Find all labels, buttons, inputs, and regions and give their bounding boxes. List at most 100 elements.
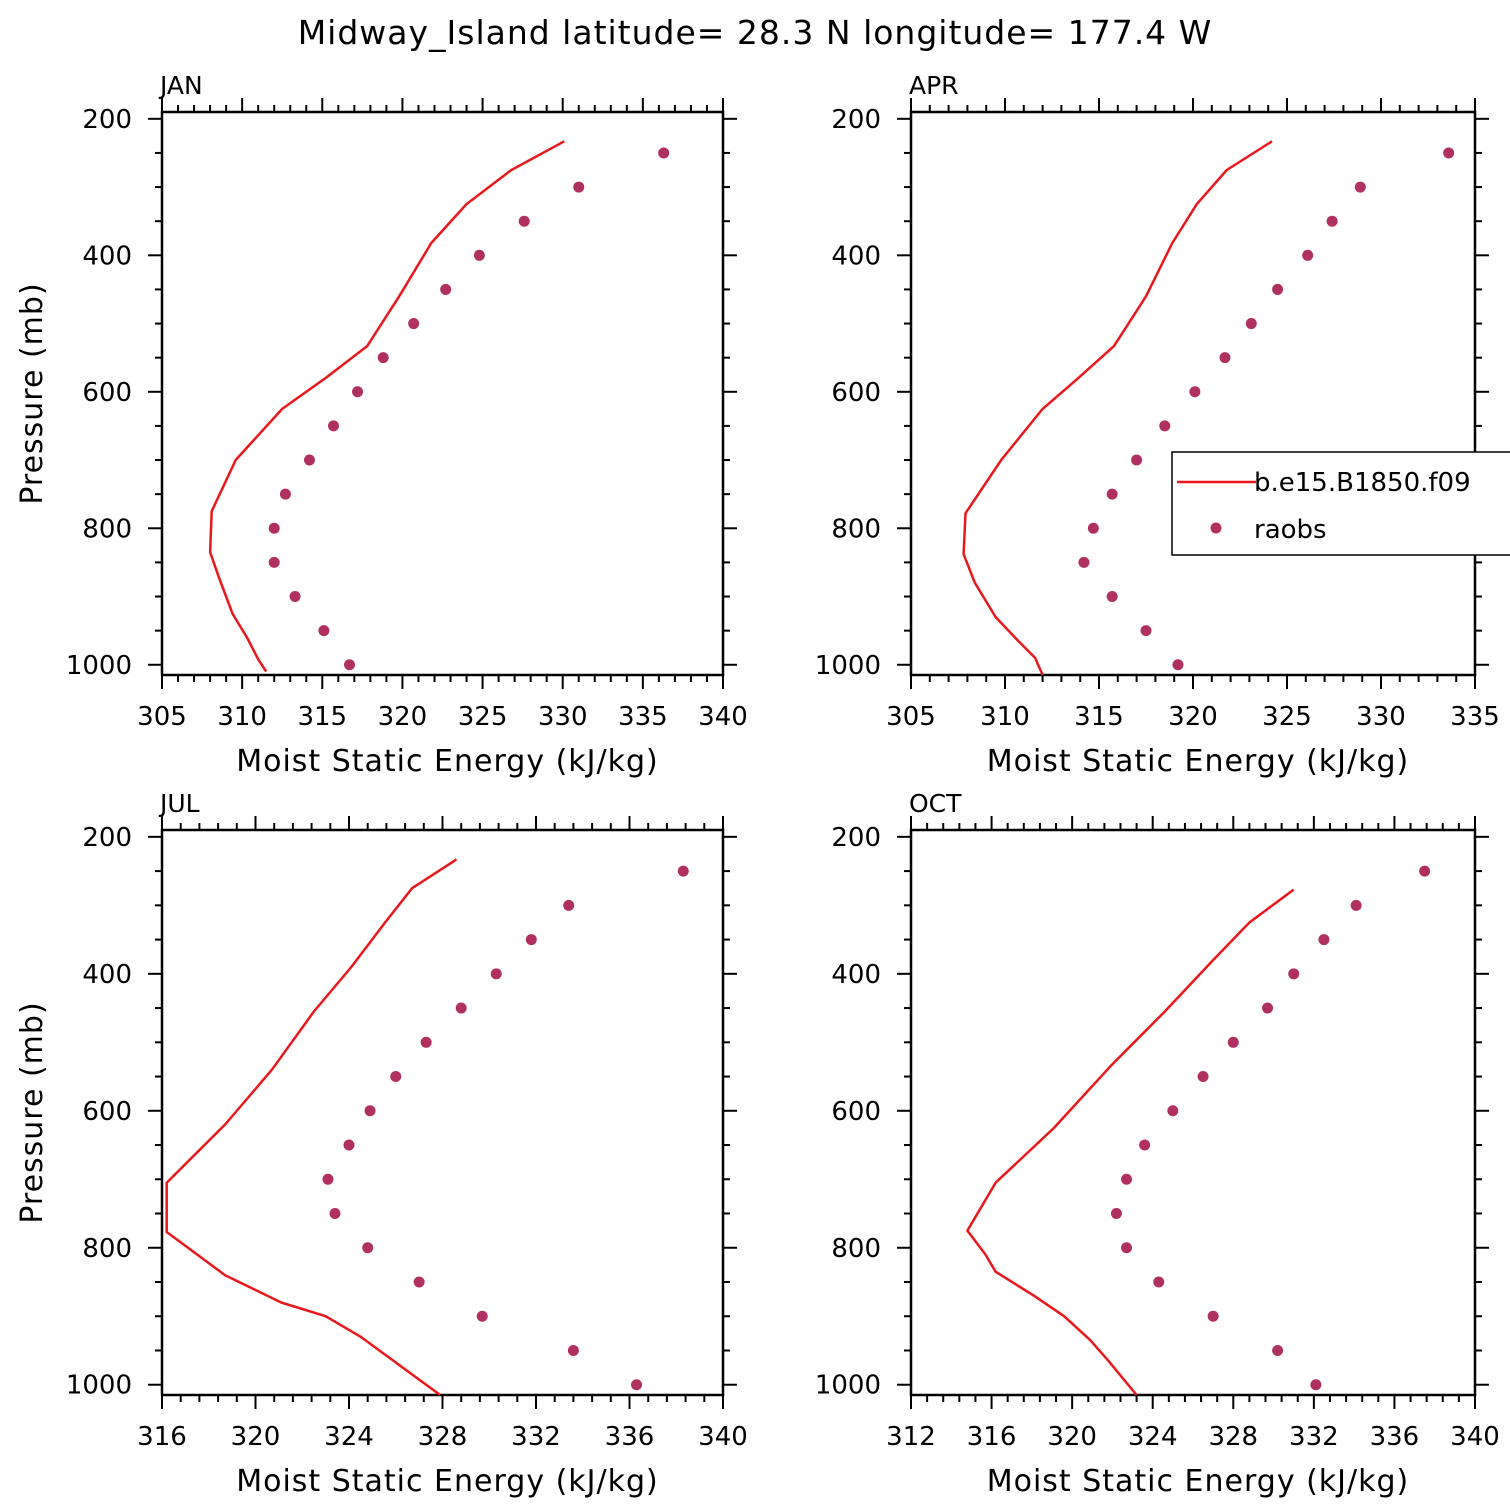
raobs-point [473,249,485,261]
raobs-point [1153,1276,1165,1288]
raobs-point [440,283,452,295]
raobs-point [413,1276,425,1288]
x-tick-label: 316 [137,1422,187,1452]
y-tick-label: 1000 [815,651,881,681]
raobs-point [364,1105,376,1117]
y-tick-label: 400 [82,241,132,271]
raobs-point [289,591,301,603]
raobs-point [1121,1173,1133,1185]
raobs-point [1288,968,1300,980]
raobs-point [1121,1242,1133,1254]
legend-box [1171,451,1510,556]
raobs-point [408,318,420,330]
y-tick-label: 600 [82,378,132,408]
model-series-line [208,140,565,673]
raobs-point [1172,659,1184,671]
raobs-point [658,147,670,159]
x-tick-label: 336 [1370,1422,1420,1452]
raobs-point [631,1379,643,1391]
legend: b.e15.B1850.f09 raobs [1171,451,1510,556]
x-tick-label: 336 [605,1422,655,1452]
x-tick-label: 332 [1289,1422,1339,1452]
raobs-point [420,1036,432,1048]
raobs-point [1131,454,1143,466]
raobs-point [377,352,389,364]
y-tick-label: 200 [82,105,132,135]
x-axis-title: Moist Static Energy (kJ/kg) [987,1464,1410,1499]
raobs-point [1227,1036,1239,1048]
x-tick-label: 340 [698,1422,748,1452]
y-tick-label: 800 [82,514,132,544]
raobs-point [1326,215,1338,227]
raobs-point [518,215,530,227]
x-tick-label: 315 [297,702,347,732]
raobs-point [677,865,689,877]
x-tick-label: 330 [1356,702,1406,732]
y-tick-label: 600 [82,1097,132,1127]
raobs-point [455,1002,467,1014]
plot-frame [160,828,725,1397]
model-series-line [966,888,1295,1396]
x-tick-label: 305 [886,702,936,732]
raobs-point [525,934,537,946]
raobs-point [268,556,280,568]
x-axis-title: Moist Static Energy (kJ/kg) [236,1464,659,1499]
raobs-point [1219,352,1231,364]
raobs-point [318,625,330,637]
raobs-point [563,899,575,911]
raobs-point [303,454,315,466]
raobs-point [344,659,356,671]
y-tick-label: 1000 [66,651,132,681]
x-tick-label: 324 [1128,1422,1178,1452]
raobs-point [1207,1310,1219,1322]
raobs-point [1354,181,1366,193]
x-tick-label: 340 [698,702,748,732]
raobs-point [1443,147,1455,159]
raobs-point [1087,522,1099,534]
x-tick-label: 310 [980,702,1030,732]
x-tick-label: 325 [458,702,508,732]
raobs-point [343,1139,355,1151]
raobs-point [352,386,364,398]
x-tick-label: 324 [324,1422,374,1452]
panel-oct: OCT 312 316 320 324 328 332 336 340 200 400 600 800 1… [815,789,1500,1499]
x-tick-label: 340 [1450,1422,1500,1452]
raobs-point [567,1344,579,1356]
y-tick-label: 200 [831,105,881,135]
raobs-point [1159,420,1171,432]
x-tick-label: 332 [511,1422,561,1452]
panels: JAN 305 310 315 320 325 330 335 340 200 400 600 800 1… [15,71,1500,1499]
raobs-point [1272,1344,1284,1356]
raobs-point [279,488,291,500]
raobs-point [329,1208,341,1220]
raobs-point [1245,318,1257,330]
panel-label: JUL [158,789,200,818]
y-tick-label: 600 [831,378,881,408]
legend-label-model: b.e15.B1850.f09 [1254,468,1471,498]
x-tick-label: 310 [217,702,267,732]
raobs-point [328,420,340,432]
raobs-point [1318,934,1330,946]
figure-title: Midway_Island latitude= 28.3 N longitude… [298,13,1213,52]
raobs-point [1078,556,1090,568]
raobs-point [1110,1208,1122,1220]
raobs-point [490,968,502,980]
raobs-point [573,181,585,193]
panel-jul: JUL 316 320 324 328 332 336 340 200 400 600 800 1000… [15,789,748,1499]
raobs-point [1106,591,1118,603]
x-tick-label: 312 [886,1422,936,1452]
x-tick-label: 316 [967,1422,1017,1452]
raobs-point [268,522,280,534]
raobs-point [1262,1002,1274,1014]
x-tick-label: 330 [538,702,588,732]
model-series-line [165,858,458,1397]
panel-label: JAN [158,71,203,100]
y-axis-title: Pressure (mb) [15,282,50,504]
x-tick-label: 328 [418,1422,468,1452]
x-tick-label: 335 [1450,702,1500,732]
x-tick-label: 325 [1262,702,1312,732]
y-tick-label: 800 [831,1234,881,1264]
raobs-point [1350,899,1362,911]
panel-jan: JAN 305 310 315 320 325 330 335 340 200 400 600 800 1… [15,71,748,779]
x-tick-label: 305 [137,702,187,732]
